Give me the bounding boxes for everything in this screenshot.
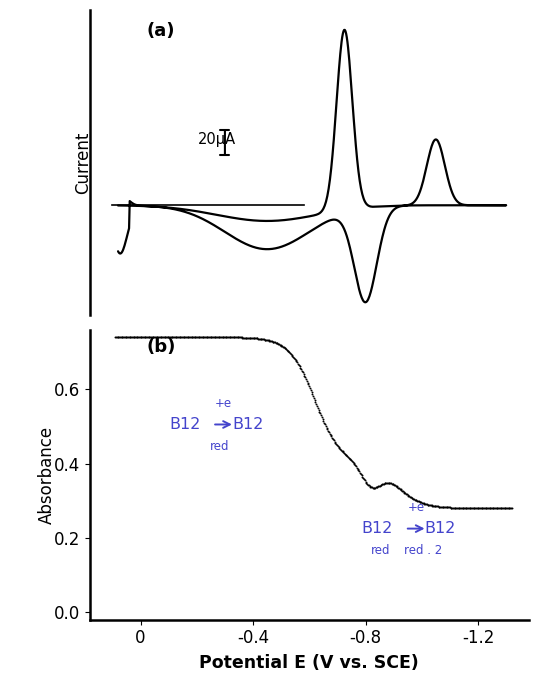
Text: +e: +e [215,396,232,409]
Text: B12: B12 [361,521,392,536]
Text: red: red [209,441,229,454]
Text: (b): (b) [147,338,177,356]
Text: B12: B12 [425,521,456,536]
Text: B12: B12 [232,417,263,432]
Text: (a): (a) [147,22,175,40]
Y-axis label: Current: Current [74,131,92,193]
Text: 20μA: 20μA [198,132,236,147]
X-axis label: Potential E (V vs. SCE): Potential E (V vs. SCE) [199,654,419,672]
Text: +e: +e [408,501,425,514]
Text: B12: B12 [169,417,201,432]
Y-axis label: Absorbance: Absorbance [38,426,56,524]
Text: red . 2: red . 2 [403,544,442,557]
Text: red: red [371,544,391,557]
